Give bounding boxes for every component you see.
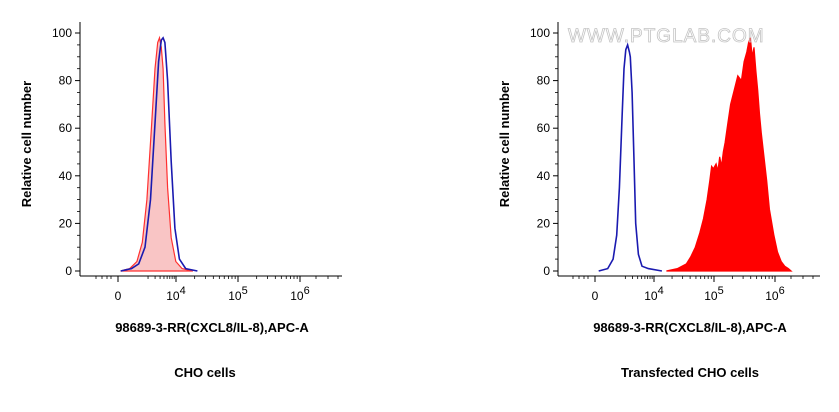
y-tick-label: 40 xyxy=(59,169,73,183)
series-histogram-line xyxy=(120,36,198,272)
x-tick-label: 0 xyxy=(592,289,599,303)
histogram-panel-transfected-cho-cells: Relative cell number 98689-3-RR(CXCL8/IL… xyxy=(497,22,820,380)
y-tick-label: 20 xyxy=(537,216,551,230)
panel-caption: CHO cells xyxy=(174,365,235,380)
x-axis-label: 98689-3-RR(CXCL8/IL-8),APC-A xyxy=(115,320,309,335)
x-axis-label: 98689-3-RR(CXCL8/IL-8),APC-A xyxy=(593,320,787,335)
y-tick-label: 60 xyxy=(537,121,551,135)
histogram-panel-cho-cells: Relative cell number 98689-3-RR(CXCL8/IL… xyxy=(19,22,342,380)
y-tick-label: 40 xyxy=(537,169,551,183)
x-tick-label: 105 xyxy=(228,285,247,303)
series-histogram-fill xyxy=(666,37,793,272)
x-tick-label: 104 xyxy=(166,285,185,303)
x-tick-label: 106 xyxy=(290,285,309,303)
watermark: WWW.PTGLAB.COM xyxy=(568,26,765,47)
series-histogram-line xyxy=(598,42,663,272)
y-tick-label: 100 xyxy=(52,26,72,40)
y-tick-label: 80 xyxy=(537,74,551,88)
y-tick-label: 0 xyxy=(543,264,550,278)
plot-area: 0 20 40 60 80 100 0 104 105 106 xyxy=(52,22,342,303)
x-tick-label: 104 xyxy=(644,285,663,303)
series-histogram-fill xyxy=(120,35,194,272)
x-tick-label: 106 xyxy=(765,285,784,303)
y-tick-label: 100 xyxy=(530,26,550,40)
y-tick-label: 60 xyxy=(59,121,73,135)
y-axis-label: Relative cell number xyxy=(19,81,34,207)
y-tick-label: 0 xyxy=(65,264,72,278)
x-tick-label: 105 xyxy=(704,285,723,303)
panel-caption: Transfected CHO cells xyxy=(621,365,759,380)
y-tick-label: 80 xyxy=(59,74,73,88)
y-tick-label: 20 xyxy=(59,216,73,230)
x-tick-label: 0 xyxy=(115,289,122,303)
plot-area: 0 20 40 60 80 100 0 104 105 106 xyxy=(530,22,820,303)
y-axis-label: Relative cell number xyxy=(497,81,512,207)
